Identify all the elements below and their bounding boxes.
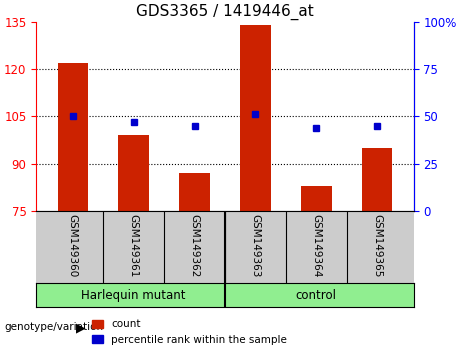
Text: GSM149361: GSM149361 — [129, 215, 139, 278]
Text: GSM149362: GSM149362 — [189, 215, 200, 278]
Bar — [179, 173, 210, 211]
Text: GSM149365: GSM149365 — [372, 215, 382, 278]
Text: Harlequin mutant: Harlequin mutant — [82, 289, 186, 302]
Text: control: control — [296, 289, 337, 302]
Text: GSM149364: GSM149364 — [311, 215, 321, 278]
Bar — [362, 148, 392, 211]
Legend: count, percentile rank within the sample: count, percentile rank within the sample — [88, 315, 291, 349]
Bar — [240, 25, 271, 211]
Text: GSM149360: GSM149360 — [68, 215, 78, 278]
Text: ▶: ▶ — [76, 321, 86, 334]
Bar — [118, 135, 149, 211]
Text: GSM149363: GSM149363 — [250, 215, 260, 278]
Text: genotype/variation: genotype/variation — [5, 322, 104, 332]
Bar — [301, 185, 331, 211]
Title: GDS3365 / 1419446_at: GDS3365 / 1419446_at — [136, 4, 314, 21]
Bar — [58, 63, 88, 211]
